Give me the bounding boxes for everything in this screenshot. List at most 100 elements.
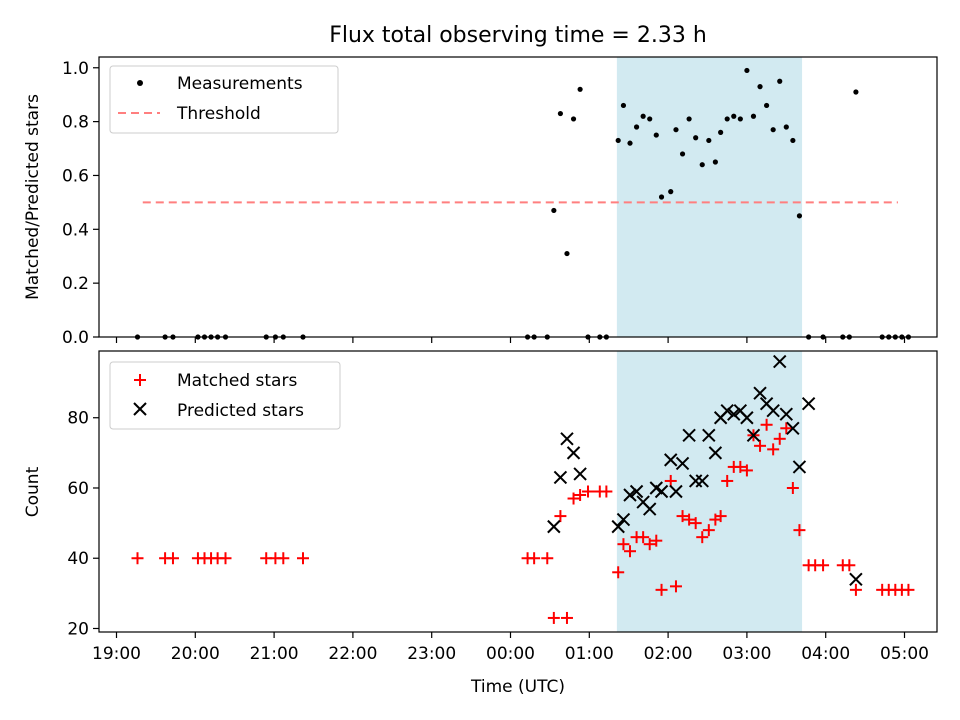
x-tick-label: 23:00: [407, 644, 456, 664]
measurement-point: [647, 116, 653, 122]
matched-star-point: [612, 566, 625, 579]
measurement-point: [853, 89, 859, 95]
measurement-point: [673, 127, 679, 133]
top-axes-frame: [98, 56, 938, 338]
predicted-star-point: [779, 407, 794, 421]
bottom-panel: 20 40 60 80 19:00 20:00 21:00 22:00 23:00 00:00 0…: [23, 350, 938, 697]
top-legend: Measurements Threshold: [109, 65, 339, 134]
predicted-star-point: [669, 484, 683, 499]
predicted-star-point: [753, 386, 767, 400]
matched-star-point: [780, 422, 793, 435]
measurement-point: [615, 137, 621, 144]
matched-stars-legend-marker: [134, 374, 146, 386]
matched-star-point: [600, 485, 613, 498]
bottom-y-axis-label: Count: [23, 466, 43, 517]
matched-star-point: [277, 552, 290, 565]
matched-star-point: [689, 517, 702, 530]
predicted-star-point: [664, 453, 678, 467]
predicted-star-point: [708, 446, 723, 460]
predicted-star-point: [773, 354, 787, 369]
measurement-point: [640, 113, 646, 119]
bottom-shaded-window: [616, 351, 803, 632]
matched-star-point: [786, 481, 799, 494]
x-axis-label: Time (UTC): [470, 677, 565, 697]
measurements-legend-marker: [137, 80, 143, 86]
matched-star-point: [696, 531, 709, 544]
predicted-star-point: [629, 484, 644, 499]
measurement-point: [686, 116, 692, 122]
predicted-star-point: [573, 467, 587, 481]
measurement-point: [620, 102, 627, 109]
predicted-star-point: [702, 428, 716, 443]
matched-star-point: [655, 583, 668, 596]
x-tick-label: 01:00: [565, 644, 614, 664]
predicted-star-point: [553, 470, 568, 485]
chart-title: Flux total observing time = 2.33 h: [329, 23, 707, 48]
x-tick-label: 00:00: [486, 644, 535, 664]
matched-stars-series: [131, 418, 915, 624]
matched-star-point: [740, 464, 753, 477]
predicted-stars-series: [547, 354, 863, 587]
measurement-point: [679, 151, 686, 157]
predicted-stars-legend-marker: [133, 402, 147, 416]
matched-star-point: [617, 538, 630, 551]
measurements-legend-label: Measurements: [177, 74, 303, 94]
matched-star-point: [166, 552, 179, 565]
x-tick-label: 22:00: [328, 644, 377, 664]
matched-star-point: [637, 531, 650, 544]
predicted-star-point: [766, 404, 780, 418]
measurement-point: [658, 194, 665, 200]
x-tick-label: 04:00: [801, 644, 850, 664]
x-tick-label: 19:00: [92, 644, 141, 664]
bottom-y-axis: 20 40 60 80: [67, 409, 99, 639]
predicted-star-point: [643, 502, 657, 516]
matched-star-point: [560, 611, 573, 624]
y-tick-label: 40: [67, 549, 89, 569]
predicted-star-point: [560, 432, 574, 446]
matched-stars-legend-label: Matched stars: [177, 371, 297, 391]
predicted-star-point: [720, 404, 734, 418]
top-shaded-window: [616, 57, 803, 337]
measurement-point: [564, 250, 570, 257]
predicted-star-point: [675, 456, 690, 471]
y-tick-label: 0.6: [62, 166, 89, 186]
measurement-point: [796, 213, 803, 219]
measurement-point: [718, 129, 724, 135]
x-tick-label: 05:00: [880, 644, 929, 664]
top-y-axis-label: Matched/Predicted stars: [23, 94, 43, 300]
y-tick-label: 20: [67, 619, 89, 639]
predicted-star-point: [688, 474, 703, 488]
predicted-star-point: [616, 512, 631, 527]
matched-star-point: [849, 583, 862, 596]
matched-star-point: [669, 580, 682, 593]
y-tick-label: 1.0: [62, 59, 89, 79]
predicted-star-point: [623, 488, 637, 502]
matched-star-point: [296, 552, 309, 565]
matched-star-point: [581, 485, 594, 498]
predicted-star-point: [547, 519, 561, 534]
predicted-star-point: [746, 428, 761, 443]
y-tick-label: 80: [67, 409, 89, 429]
measurement-point: [557, 110, 564, 117]
y-tick-label: 0.8: [62, 113, 89, 133]
matched-star-point: [902, 583, 915, 596]
matched-star-point: [773, 432, 786, 445]
matched-star-point: [554, 510, 567, 523]
matched-star-point: [574, 489, 587, 502]
matched-star-point: [734, 460, 747, 473]
predicted-star-point: [682, 428, 696, 443]
measurement-point: [551, 207, 557, 214]
measurement-point: [577, 86, 583, 92]
matched-star-point: [767, 443, 780, 456]
predicted-star-point: [740, 411, 754, 425]
matched-star-point: [714, 510, 727, 523]
measurement-point: [764, 102, 770, 109]
matched-star-point: [131, 552, 144, 565]
x-tick-label: 21:00: [250, 644, 299, 664]
threshold-legend-label: Threshold: [176, 104, 261, 124]
matched-star-point: [721, 474, 734, 487]
measurement-point: [653, 132, 659, 138]
matched-star-point: [528, 552, 541, 565]
predicted-stars-legend-label: Predicted stars: [177, 401, 304, 421]
